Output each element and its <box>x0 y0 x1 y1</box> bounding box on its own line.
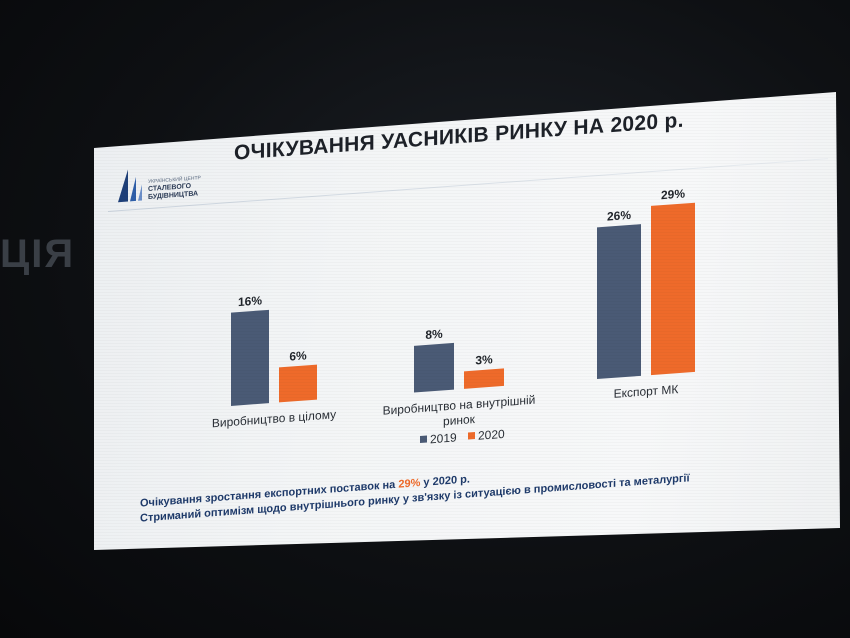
value-label-2019-2: 8% <box>425 327 443 342</box>
logo-line-1: УКРАЇНСЬКИЙ ЦЕНТР <box>148 175 201 186</box>
value-label-2020-2: 3% <box>475 352 493 367</box>
value-label-2020-1: 6% <box>289 348 307 363</box>
bar-2020-3 <box>651 202 695 376</box>
note-line-2: Стриманий оптимізм щодо внутрішнього рин… <box>140 472 690 525</box>
category-label-2-line-2: ринок <box>443 412 476 428</box>
category-label-1: Виробництво в цілому <box>212 407 336 430</box>
slide-content: УКРАЇНСЬКИЙ ЦЕНТР СТАЛЕВОГО БУДІВНИЦТВА … <box>94 93 840 548</box>
note-highlight: 29% <box>398 477 421 491</box>
value-label-2019-3: 26% <box>607 208 631 224</box>
logo-line-3: БУДІВНИЦТВА <box>148 190 199 202</box>
logo: УКРАЇНСЬКИЙ ЦЕНТР СТАЛЕВОГО БУДІВНИЦТВА <box>114 155 244 205</box>
bar-2019-3 <box>597 224 641 380</box>
bar-2019-2 <box>414 342 454 393</box>
bar-2020-2 <box>464 368 504 389</box>
note-line-1-suffix: у 2020 р. <box>420 473 470 490</box>
value-label-2019-1: 16% <box>238 293 262 309</box>
legend-label-2020: 2020 <box>478 427 505 443</box>
legend-label-2019: 2019 <box>430 430 457 446</box>
legend-swatch-2019 <box>420 435 427 444</box>
category-label-2-line-1: Виробництво на внутрішній <box>383 393 536 418</box>
note-line-1: Очікування зростання експортних поставок… <box>140 456 690 511</box>
steel-center-logo-icon <box>118 169 142 203</box>
note-line-1-prefix: Очікування зростання експортних поставок… <box>140 478 399 510</box>
legend-swatch-2020 <box>468 432 475 440</box>
title-divider <box>108 158 828 212</box>
bar-chart: 16% 6% Виробництво в цілому 8% 3% Виробництво… <box>212 186 695 446</box>
slide-notes: Очікування зростання експортних поставок… <box>140 456 690 526</box>
logo-text: УКРАЇНСЬКИЙ ЦЕНТР СТАЛЕВОГО БУДІВНИЦТВА <box>148 174 201 202</box>
category-label-3: Експорт МК <box>614 382 679 401</box>
background-slide-text: ЦІЯ <box>0 232 76 276</box>
logo-line-2: СТАЛЕВОГО <box>148 182 192 194</box>
bar-2020-1 <box>279 364 317 403</box>
value-label-2020-3: 29% <box>661 186 685 202</box>
bar-2019-1 <box>231 309 269 406</box>
